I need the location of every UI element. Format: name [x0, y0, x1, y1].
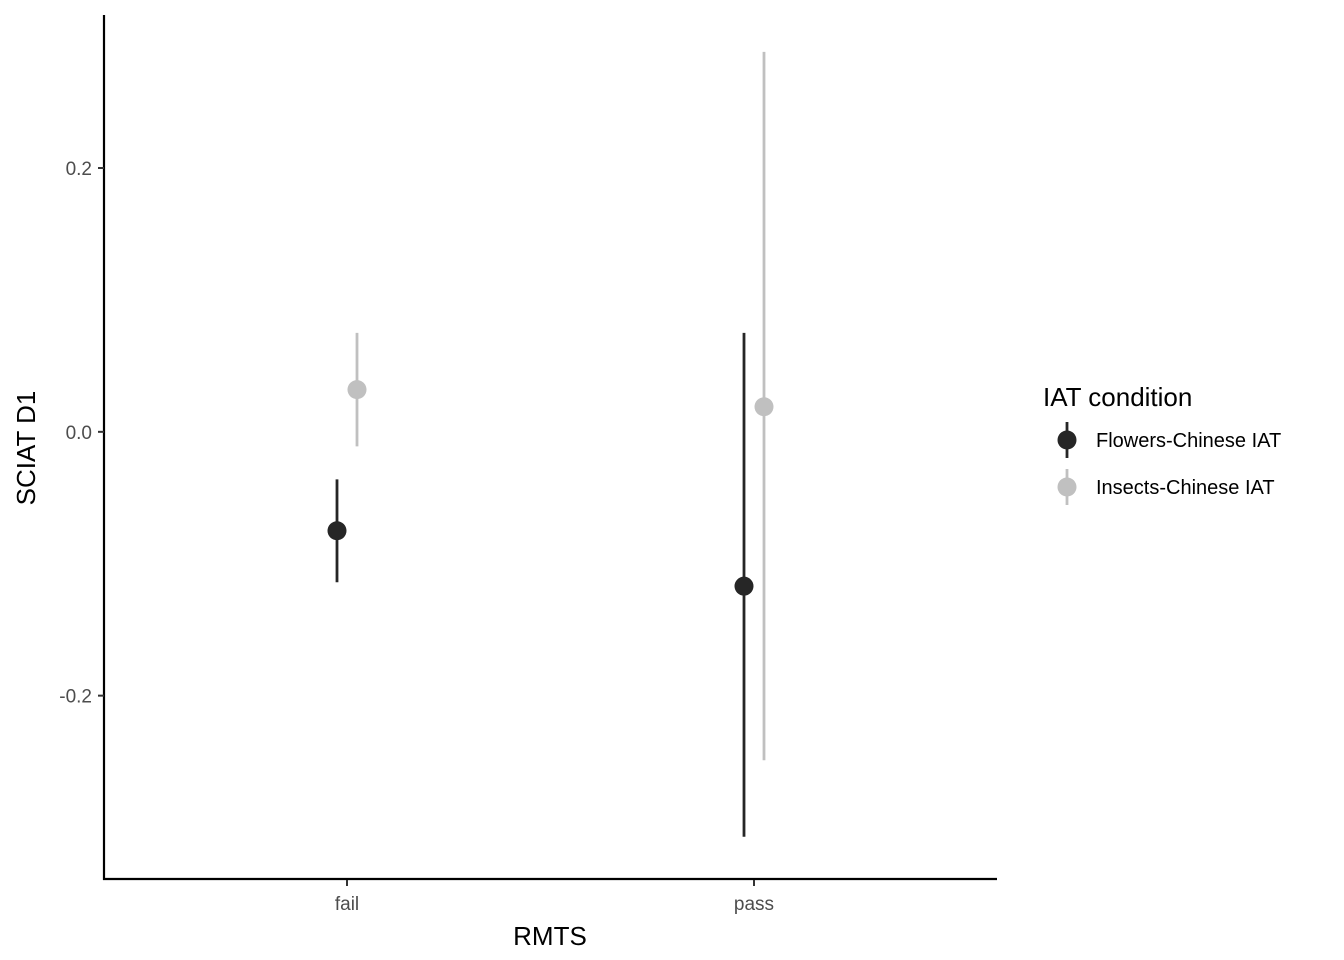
x-axis-title: RMTS	[513, 921, 587, 951]
legend-label: Flowers-Chinese IAT	[1096, 430, 1281, 452]
x-tick-label: fail	[335, 894, 359, 915]
y-axis: -0.2 0.0 0.2	[59, 15, 106, 880]
y-tick-label: 0.0	[66, 423, 92, 444]
y-tick-label: 0.2	[66, 159, 92, 180]
x-tick-label: pass	[734, 894, 774, 915]
data-point	[754, 397, 774, 417]
legend-label: Insects-Chinese IAT	[1096, 477, 1275, 499]
data-point	[327, 521, 347, 541]
y-axis-title: SCIAT D1	[11, 391, 41, 506]
plot-panel	[327, 51, 774, 837]
legend: IAT condition Flowers-Chinese IAT Insects…	[1043, 382, 1281, 505]
x-axis: fail pass	[103, 877, 997, 915]
data-point	[734, 576, 754, 596]
data-point	[347, 380, 367, 400]
legend-title: IAT condition	[1043, 382, 1192, 412]
legend-key-point	[1057, 477, 1077, 497]
legend-key-point	[1057, 430, 1077, 450]
y-tick-label: -0.2	[59, 687, 92, 708]
